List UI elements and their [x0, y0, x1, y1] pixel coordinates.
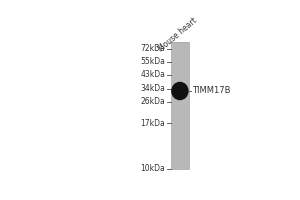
Text: 26kDa: 26kDa [141, 97, 165, 106]
Text: 72kDa: 72kDa [141, 44, 165, 53]
Bar [171, 42, 189, 169]
Text: 17kDa: 17kDa [141, 119, 165, 128]
Text: 55kDa: 55kDa [140, 57, 165, 66]
Text: 43kDa: 43kDa [140, 70, 165, 79]
Text: 34kDa: 34kDa [140, 84, 165, 93]
Text: Mouse heart: Mouse heart [156, 16, 199, 53]
Ellipse shape [171, 82, 189, 100]
Text: TIMM17B: TIMM17B [192, 86, 231, 95]
Text: 10kDa: 10kDa [141, 164, 165, 173]
